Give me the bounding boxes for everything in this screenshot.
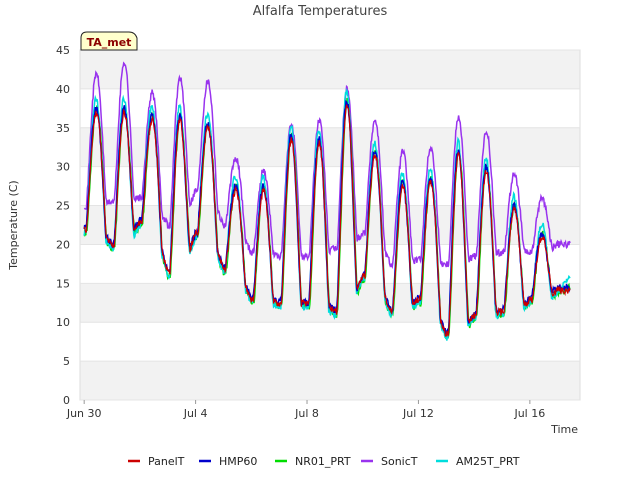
legend: PanelT HMP60 NR01_PRT SonicT AM25T_PRT <box>128 455 520 468</box>
ta-met-badge: TA_met <box>80 31 138 51</box>
y-tick-label: 35 <box>56 122 70 135</box>
background-bands <box>80 50 580 400</box>
chart-title: Alfalfa Temperatures <box>253 4 388 19</box>
x-tick-label: Jul 12 <box>402 407 434 420</box>
legend-label: PanelT <box>148 455 185 468</box>
y-tick-label: 40 <box>56 83 70 96</box>
y-tick-label: 30 <box>56 161 70 174</box>
x-tick-label: Jul 4 <box>183 407 208 420</box>
x-axis-title: Time <box>550 423 578 436</box>
x-tick-label: Jun 30 <box>66 407 102 420</box>
y-tick-label: 45 <box>56 44 70 57</box>
legend-label: HMP60 <box>219 455 257 468</box>
grid-band <box>80 361 580 400</box>
legend-label: AM25T_PRT <box>456 455 520 468</box>
x-tick-label: Jul 16 <box>513 407 545 420</box>
y-tick-label: 15 <box>56 277 70 290</box>
y-tick-label: 5 <box>63 355 70 368</box>
series-lines <box>83 61 571 341</box>
badge-label: TA_met <box>87 36 132 49</box>
grid-band <box>80 50 580 89</box>
y-tick-label: 0 <box>63 394 70 407</box>
grid-band <box>80 127 580 167</box>
series-line-panelt <box>83 104 571 337</box>
y-tick-label: 20 <box>56 238 70 251</box>
series-line-sonict <box>83 61 571 270</box>
y-axis-title: Temperature (C) <box>7 180 20 270</box>
legend-label: NR01_PRT <box>295 455 351 468</box>
y-tick-label: 10 <box>56 316 70 329</box>
legend-label: SonicT <box>381 455 418 468</box>
x-tick-label: Jul 8 <box>294 407 319 420</box>
y-tick-label: 25 <box>56 200 70 213</box>
y-axis: 0 5 10 15 20 25 30 35 40 45 <box>56 44 580 407</box>
grid-band <box>80 205 580 245</box>
x-axis: Jun 30 Jul 4 Jul 8 Jul 12 Jul 16 <box>66 400 545 420</box>
